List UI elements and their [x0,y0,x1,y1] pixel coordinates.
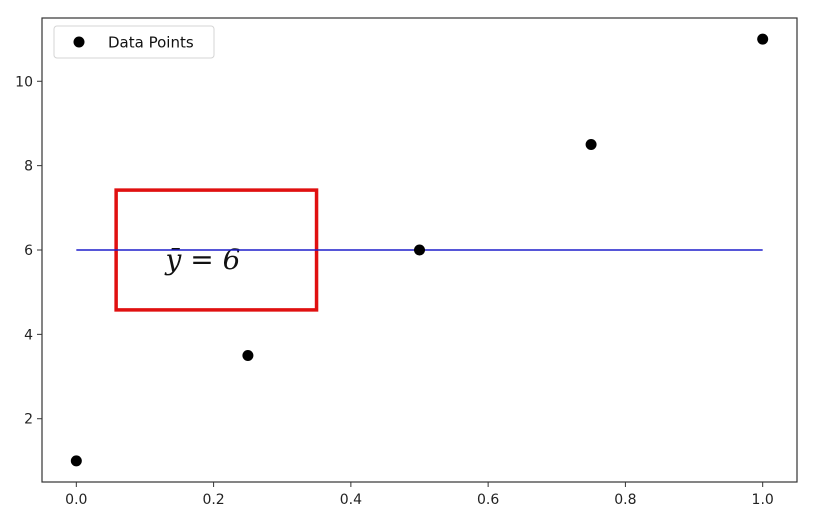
x-tick-label: 0.4 [340,492,362,508]
y-tick-label: 10 [15,74,33,90]
y-tick-label: 8 [24,159,33,175]
x-tick-label: 0.2 [202,492,224,508]
legend-marker [73,36,85,48]
data-point [242,349,254,361]
y-axis-ticks: 2 4 6 8 10 [15,74,42,428]
data-point [757,33,769,45]
y-tick-label: 6 [24,243,33,259]
points-layer [70,33,769,467]
x-tick-label: 1.0 [752,492,774,508]
data-point [414,244,425,256]
x-tick-label: 0.6 [477,492,499,508]
y-tick-label: 2 [24,412,33,428]
legend-label: Data Points [108,34,194,52]
legend-box [53,25,215,59]
data-point [585,139,597,151]
legend: Data Points [53,25,215,59]
x-tick-label: 0.0 [65,492,87,508]
annotation-text: ȳ = 6 [164,243,241,276]
data-point [70,455,82,467]
y-tick-label: 4 [24,327,33,343]
x-axis-ticks: 0.0 0.2 0.4 0.6 0.8 1.0 [65,482,774,508]
x-tick-label: 0.8 [614,492,636,508]
